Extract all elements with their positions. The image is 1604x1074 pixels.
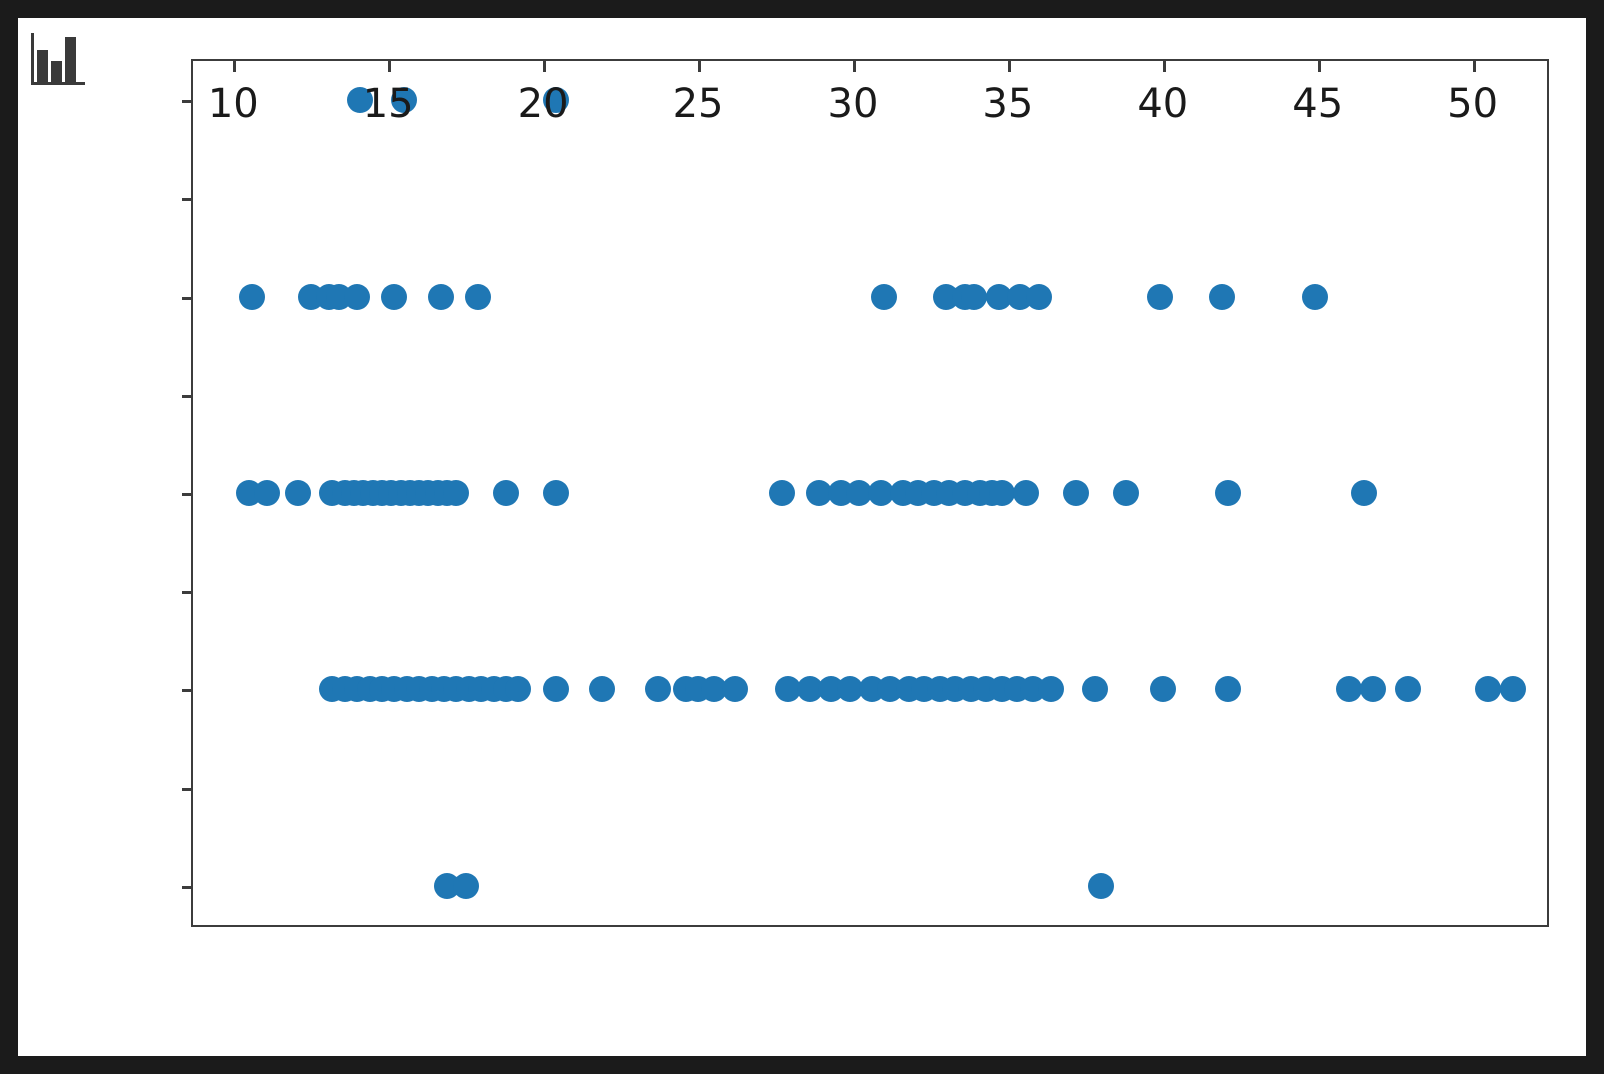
x-axis-tick-label: 45 (1292, 81, 1344, 127)
data-point (867, 480, 894, 506)
x-axis-tick (1317, 61, 1321, 72)
plot-area (193, 61, 1547, 925)
y-axis-tick (182, 394, 193, 398)
data-point (347, 87, 374, 114)
x-axis-tick-label: 20 (517, 81, 569, 127)
data-point (542, 87, 569, 114)
data-point (1360, 676, 1387, 703)
data-point (452, 872, 479, 899)
x-axis-tick (1007, 61, 1011, 72)
x-axis-tick-label: 25 (672, 81, 724, 127)
bar-chart-icon-axis-horizontal (31, 82, 85, 85)
x-axis-tick (233, 61, 237, 72)
data-point (960, 283, 987, 310)
data-point (768, 480, 795, 506)
y-axis-tick (182, 493, 193, 496)
data-point (1214, 676, 1241, 703)
data-point (1208, 283, 1235, 310)
data-point (443, 480, 470, 506)
data-point (542, 676, 569, 703)
data-point (1063, 480, 1090, 506)
data-point (588, 676, 615, 703)
data-point (505, 676, 532, 703)
data-point (465, 283, 492, 310)
x-axis-tick-label: 50 (1447, 81, 1499, 127)
x-axis-tick (852, 61, 856, 72)
x-axis-tick (543, 61, 547, 72)
data-point (1112, 480, 1139, 506)
data-point (836, 676, 863, 703)
bar-chart-icon-axis-vertical (31, 33, 34, 85)
data-point (1335, 676, 1362, 703)
figure-canvas: 8.08.59.09.510.010.511.011.512.010152025… (18, 18, 1586, 1056)
data-point (254, 480, 281, 506)
data-point (985, 283, 1012, 310)
data-point (796, 676, 823, 703)
data-point (805, 480, 832, 506)
data-point (492, 480, 519, 506)
data-point (1038, 676, 1065, 703)
data-point (1475, 676, 1502, 703)
data-point (1351, 480, 1378, 506)
data-point (1013, 480, 1040, 506)
data-point (1214, 480, 1241, 506)
x-axis-tick (388, 61, 392, 72)
data-point (344, 283, 371, 310)
x-axis-tick (1472, 61, 1476, 72)
data-point (988, 480, 1015, 506)
data-point (700, 676, 727, 703)
y-axis-tick (182, 100, 193, 104)
data-point (427, 283, 454, 310)
data-point (870, 283, 897, 310)
data-point (1025, 283, 1052, 310)
data-point (1081, 676, 1108, 703)
y-axis-tick (182, 689, 193, 693)
data-point (1087, 872, 1114, 899)
data-point (381, 283, 408, 310)
data-point (1499, 676, 1526, 703)
x-axis-tick-label: 35 (982, 81, 1034, 127)
bar-chart-icon (28, 33, 85, 85)
data-point (722, 676, 749, 703)
bar-chart-icon-bar-1 (37, 50, 48, 82)
y-axis-tick (182, 885, 193, 889)
x-axis-tick-label: 10 (207, 81, 259, 127)
y-axis-tick (182, 591, 193, 595)
data-point (285, 480, 312, 506)
bar-chart-icon-bar-2 (51, 61, 62, 82)
data-point (644, 676, 671, 703)
data-point (1146, 283, 1173, 310)
data-point (1394, 676, 1421, 703)
data-point (1149, 676, 1176, 703)
data-point (846, 480, 873, 506)
x-axis-tick-label: 15 (362, 81, 414, 127)
data-point (238, 283, 265, 310)
y-axis-tick (182, 296, 193, 300)
x-axis-tick-label: 40 (1137, 81, 1189, 127)
scatter-plot-axes: 8.08.59.09.510.010.511.011.512.010152025… (182, 59, 1549, 927)
data-point (774, 676, 801, 703)
x-axis-tick-label: 30 (827, 81, 879, 127)
y-axis-tick (182, 787, 193, 791)
x-axis-tick (1162, 61, 1166, 72)
x-axis-tick (698, 61, 702, 72)
data-point (542, 480, 569, 506)
data-point (390, 87, 417, 114)
data-point (1301, 283, 1328, 310)
bar-chart-icon-bar-3 (65, 37, 76, 82)
y-axis-tick (182, 198, 193, 202)
